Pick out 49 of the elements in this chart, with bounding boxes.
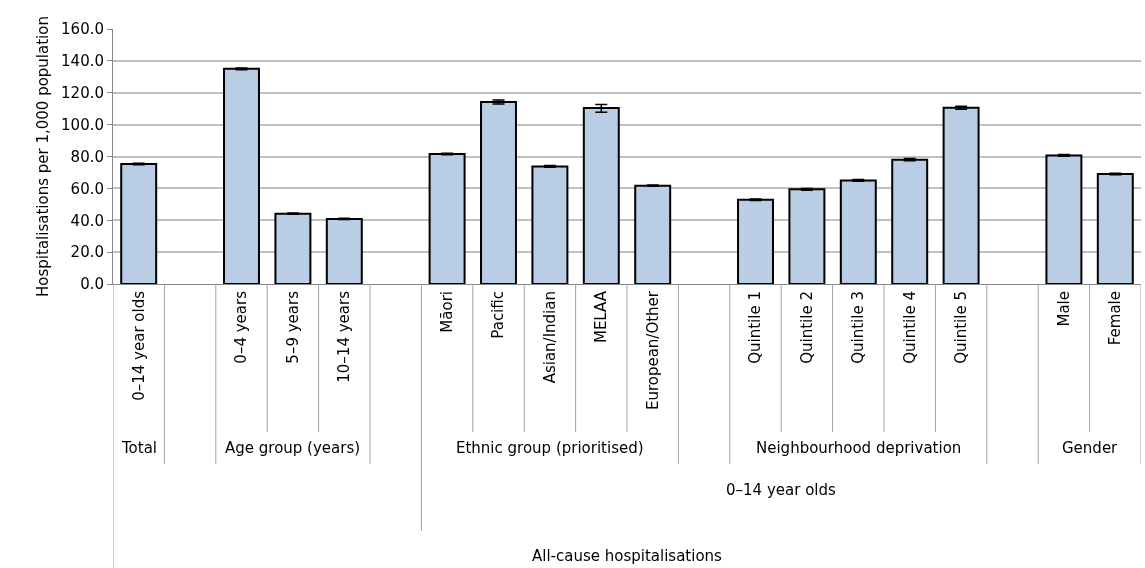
x-tick-label: Quintile 1 [746,291,765,364]
bar [634,184,672,284]
x-tick-label: 5–9 years [283,290,302,364]
text: Ethnic group (prioritised) [456,439,644,457]
y-tick-label: 0.0 [80,275,104,294]
x-tick-label: Male [1054,291,1073,327]
y-tick-label: 40.0 [70,211,104,230]
text: 0–14 year olds [726,481,836,499]
text: Total [121,439,158,457]
x-tick-label: 0–4 years [232,290,251,364]
x-tick-label: European/Other [643,290,662,411]
text: Gender [1062,439,1119,457]
x-tick-label: Quintile 5 [951,291,970,364]
bar [839,179,877,284]
y-tick-label: 60.0 [70,179,104,198]
text: All-cause hospitalisations [532,547,723,565]
bar [737,198,774,284]
y-tick-label: 80.0 [70,147,104,166]
bar [942,106,980,284]
bar [582,107,620,284]
bar [531,165,569,284]
bar [788,188,826,284]
x-tick-label: Pacific [489,291,508,339]
y-tick-label: 140.0 [61,52,104,71]
bar [891,158,929,284]
x-tick-label: Quintile 3 [849,291,868,364]
y-tick-label: 160.0 [61,20,104,39]
text: Age group (years) [225,439,361,457]
bar [1045,154,1083,284]
x-tick-label: 0–14 year olds [129,290,148,401]
y-tick-label: 100.0 [61,115,104,134]
y-axis-title: Hospitalisations per 1,000 population [34,16,53,297]
y-tick-label: 20.0 [70,243,104,262]
bar [480,100,517,284]
x-tick-label: Quintile 2 [797,291,816,364]
x-tick-label: 10–14 years [335,290,354,383]
bar [120,162,158,284]
bar [428,152,466,284]
x-tick-label: Female [1106,291,1125,346]
text: Neighbourhood deprivation [756,439,962,457]
bar [1096,173,1134,284]
y-tick-label: 120.0 [61,84,104,102]
bar [274,212,312,284]
x-tick-label: MELAA [592,290,611,344]
x-tick-label: Māori [437,291,456,333]
bar [223,67,260,284]
bar [325,217,363,284]
x-tick-label: Asian/Indian [540,291,559,384]
x-tick-label: Quintile 4 [900,291,919,364]
